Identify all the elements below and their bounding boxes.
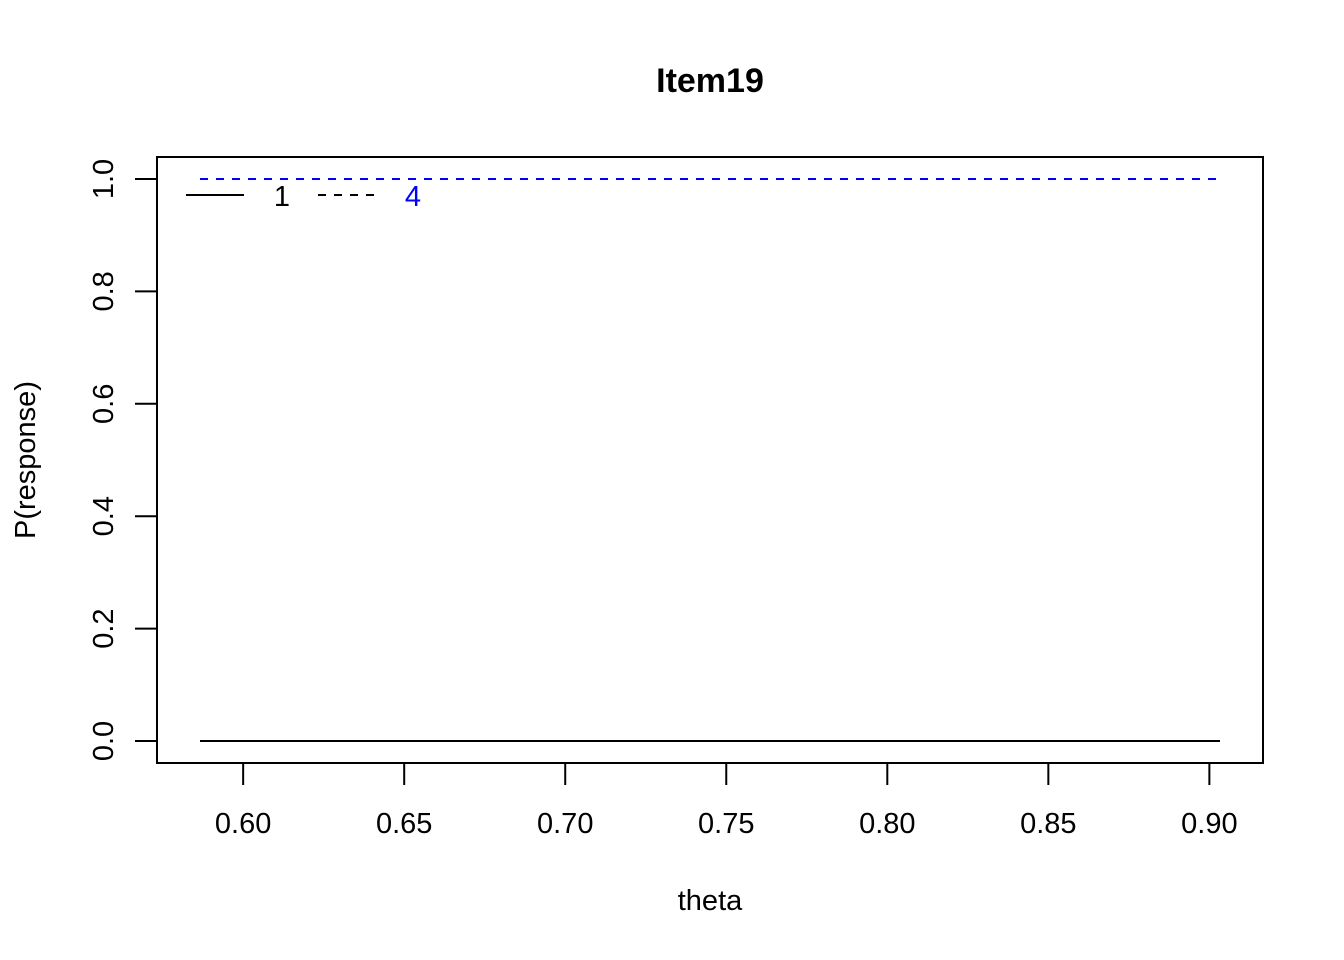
y-axis: 0.0 0.2 0.4 0.6 0.8 1.0 <box>88 159 158 761</box>
x-tick-label: 0.60 <box>215 808 271 840</box>
x-axis: 0.60 0.65 0.70 0.75 0.80 0.85 0.90 <box>215 762 1238 840</box>
chart-title: Item19 <box>656 62 764 100</box>
x-tick-label: 0.70 <box>537 808 593 840</box>
x-axis-label: theta <box>678 885 743 917</box>
x-tick-label: 0.90 <box>1181 808 1237 840</box>
y-tick-label: 0.8 <box>88 271 120 311</box>
legend-label-4: 4 <box>405 181 421 213</box>
series-layer <box>200 178 1220 742</box>
legend-label-1: 1 <box>274 181 290 213</box>
y-tick-label: 0.6 <box>88 384 120 424</box>
y-tick-label: 0.0 <box>88 721 120 761</box>
x-tick-label: 0.75 <box>698 808 754 840</box>
x-tick-label: 0.80 <box>859 808 915 840</box>
y-tick-label: 0.2 <box>88 608 120 648</box>
y-tick-label: 0.4 <box>88 496 120 536</box>
x-tick-label: 0.65 <box>376 808 432 840</box>
y-tick-label: 1.0 <box>88 159 120 199</box>
plot-frame <box>156 156 1264 764</box>
y-axis-label: P(response) <box>10 381 42 539</box>
x-tick-label: 0.85 <box>1020 808 1076 840</box>
